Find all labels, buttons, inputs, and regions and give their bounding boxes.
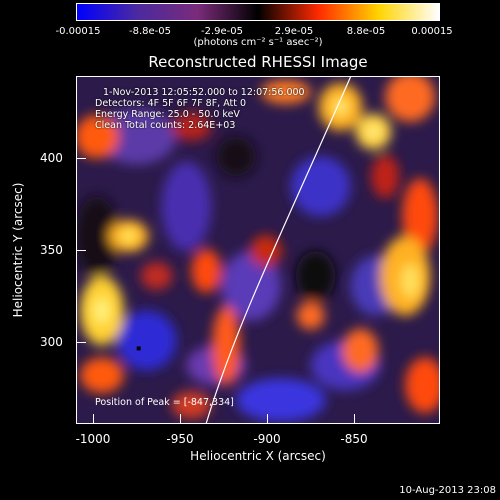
colorbar-label: -8.8e-05 — [129, 26, 171, 37]
x-tick — [93, 414, 94, 424]
colorbar-label: 8.8e-05 — [346, 26, 386, 37]
color-bar — [76, 3, 440, 21]
x-axis-label: Heliocentric X (arcsec) — [190, 449, 326, 463]
y-tick — [76, 250, 86, 251]
detectors-text: Detectors: 4F 5F 6F 7F 8F, Att 0 — [95, 98, 247, 109]
colorbar-label: -2.9e-05 — [201, 26, 243, 37]
y-tick-label: 300 — [40, 335, 63, 349]
colorbar-label: 0.00015 — [411, 26, 453, 37]
intensity-blobs — [77, 77, 439, 423]
plot-timestamp: 10-Aug-2013 23:08 — [399, 485, 496, 496]
y-tick-label: 350 — [40, 243, 63, 257]
plot-title: Reconstructed RHESSI Image — [148, 53, 368, 71]
colorbar-units: (photons cm⁻² s⁻¹ asec⁻²) — [193, 37, 323, 48]
solar-limb-curve — [205, 77, 352, 423]
y-tick — [76, 342, 86, 343]
x-tick — [267, 414, 268, 424]
x-tick-label: -850 — [340, 432, 368, 446]
clean-counts-text: Clean Total counts: 2.64E+03 — [95, 120, 236, 131]
x-tick-label: -950 — [166, 432, 194, 446]
time-range-text: 1-Nov-2013 12:05:52.000 to 12:07:56.000 — [103, 87, 305, 98]
x-tick — [180, 414, 181, 424]
peak-position-text: Position of Peak = [-847,334] — [95, 397, 234, 408]
energy-range-text: Energy Range: 25.0 - 50.0 keV — [95, 109, 240, 120]
image-plot-area: 1-Nov-2013 12:05:52.000 to 12:07:56.000 … — [76, 76, 440, 424]
x-tick-label: -900 — [253, 432, 281, 446]
y-axis-label: Heliocentric Y (arcsec) — [11, 182, 25, 318]
y-tick-label: 400 — [40, 151, 63, 165]
colorbar-label: -0.00015 — [55, 26, 101, 37]
peak-marker — [136, 346, 141, 351]
x-tick — [354, 414, 355, 424]
intensity-peaks — [92, 97, 421, 325]
solar-intensity-map — [77, 77, 439, 423]
x-tick-label: -1000 — [75, 432, 111, 446]
colorbar-label: 2.9e-05 — [274, 26, 314, 37]
y-tick — [76, 158, 86, 159]
